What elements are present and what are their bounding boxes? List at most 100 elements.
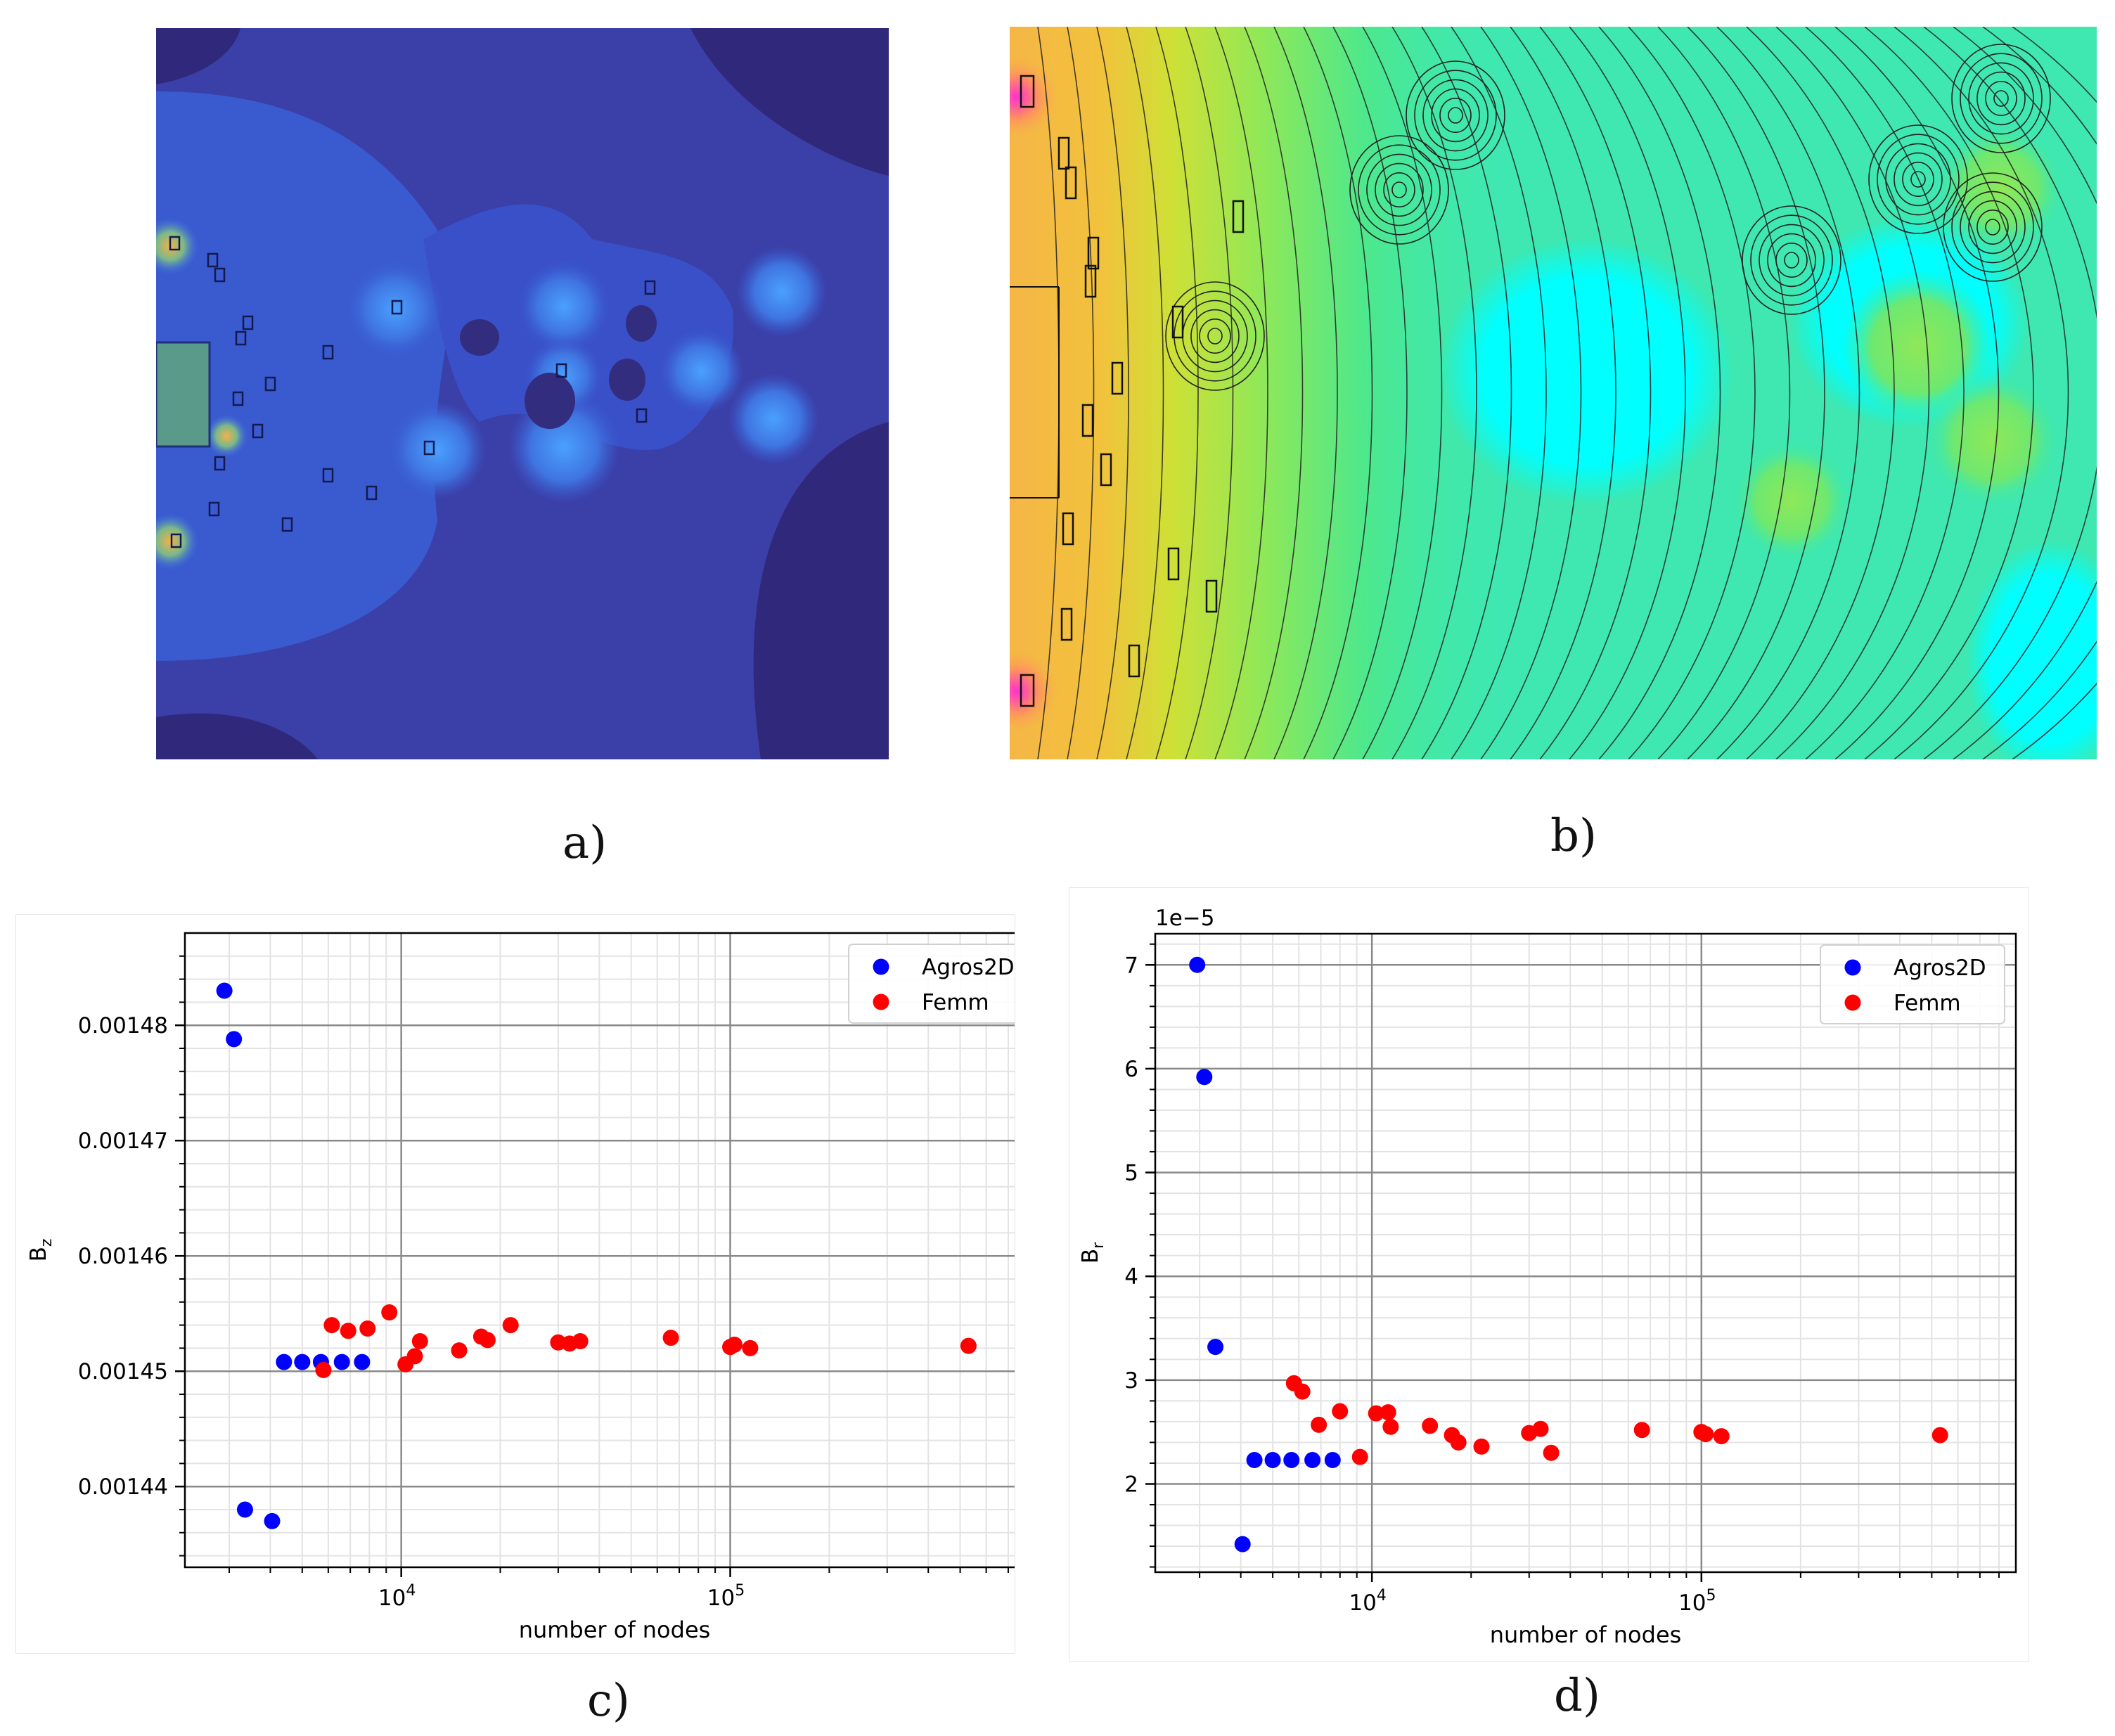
flux-ring <box>1943 172 2043 282</box>
flux-line <box>1303 27 1373 759</box>
data-point-femm <box>406 1348 423 1365</box>
legend-marker-agros2d <box>873 958 889 975</box>
flux-line <box>1480 27 1582 759</box>
data-point-agros2d <box>1189 956 1206 973</box>
data-point-femm <box>1311 1416 1328 1433</box>
chart-c: 0.00144 0.00145 0.00146 0.00147 0.00148 104 10… <box>15 914 1015 1654</box>
flux-line <box>1185 27 1234 759</box>
flux-line <box>1067 27 1095 759</box>
flux-line <box>1628 27 1756 759</box>
flux-lines <box>1037 27 2097 759</box>
flux-ring <box>1391 181 1407 198</box>
x-tick-label: 105 <box>707 1582 745 1611</box>
legend-marker-femm <box>873 994 889 1010</box>
y-tick-label: 0.00146 <box>78 1244 168 1269</box>
flux-ring <box>1759 224 1825 297</box>
caption-c: c) <box>587 1675 630 1727</box>
data-point-femm <box>323 1317 340 1334</box>
flux-line <box>1687 27 1825 759</box>
field-dark-spot <box>626 305 657 342</box>
plot-frame <box>184 932 1015 1569</box>
data-point-femm <box>1368 1405 1384 1422</box>
chart-d: 2 3 4 5 6 7 104 105 number of nodes Br 1e−5 Agros2D… <box>1069 887 2029 1662</box>
field-hot-spot <box>156 218 198 274</box>
flux-ring <box>1414 70 1497 161</box>
data-point-femm <box>1697 1426 1714 1443</box>
flux-ring <box>1742 205 1841 315</box>
field-blob <box>660 329 744 413</box>
flux-line <box>1096 27 1129 759</box>
field-hot-spot <box>156 513 198 570</box>
data-point-agros2d <box>1283 1452 1300 1469</box>
data-point-agros2d <box>1324 1452 1341 1469</box>
field-dark-spot <box>460 319 499 356</box>
flux-ring <box>1960 53 2043 144</box>
flux-ring <box>1767 233 1816 288</box>
data-point-agros2d <box>1304 1452 1321 1469</box>
flux-ring <box>1383 172 1415 208</box>
data-point-femm <box>1931 1427 1948 1444</box>
flux-line <box>1775 27 1930 759</box>
flux-ring <box>1985 219 2000 236</box>
y-offset-label: 1e−5 <box>1155 906 1215 931</box>
flux-ring <box>1910 171 1926 188</box>
flux-ring <box>1199 318 1231 354</box>
inner-region <box>156 341 211 448</box>
data-point-femm <box>1332 1403 1349 1420</box>
flux-ring <box>1406 60 1505 170</box>
flux-line <box>1716 27 1860 759</box>
flux-ring <box>1976 71 2026 126</box>
flux-ring <box>1968 200 2017 255</box>
data-point-agros2d <box>276 1354 292 1370</box>
flux-line <box>1332 27 1408 759</box>
flux-line <box>1510 27 1616 759</box>
caption-b: b) <box>1550 810 1597 862</box>
legend-label: Femm <box>1894 991 1961 1016</box>
data-point-femm <box>451 1342 468 1359</box>
flux-line <box>1598 27 1721 759</box>
y-axis-label: Bz <box>26 1239 56 1262</box>
x-tick-label: 104 <box>1349 1587 1386 1616</box>
data-point-femm <box>340 1323 356 1339</box>
flux-line <box>1746 27 1895 759</box>
flux-ring <box>1902 162 1934 198</box>
flux-ring <box>1439 98 1472 134</box>
flux-ring <box>1349 135 1449 245</box>
flux-line <box>1214 27 1268 759</box>
field-dark-region <box>753 422 889 759</box>
y-tick-label: 0.00144 <box>78 1474 168 1500</box>
flux-ring <box>1877 134 1960 225</box>
flux-line <box>1539 27 1652 759</box>
legend-label: Agros2D <box>1894 956 1986 981</box>
data-point-femm <box>1713 1428 1730 1445</box>
flux-line <box>1126 27 1164 759</box>
y-tick-label: 0.00147 <box>78 1129 168 1154</box>
data-point-agros2d <box>1234 1536 1251 1552</box>
field-dark-spot <box>525 373 575 429</box>
field-warm-zone <box>156 63 388 724</box>
field-blob <box>388 401 487 499</box>
x-tick-label: 104 <box>378 1582 416 1611</box>
coil-markers <box>169 236 656 548</box>
data-point-femm <box>1294 1383 1311 1400</box>
data-point-femm <box>411 1333 428 1350</box>
data-point-femm <box>1633 1422 1650 1439</box>
data-point-agros2d <box>236 1501 253 1518</box>
flux-rings <box>1165 44 2051 391</box>
flux-ring <box>1207 328 1223 345</box>
data-point-femm <box>1380 1404 1396 1421</box>
data-point-agros2d <box>354 1354 371 1370</box>
x-tick-label: 105 <box>1678 1587 1716 1616</box>
data-point-agros2d <box>1246 1452 1263 1469</box>
flux-ring <box>1976 209 2009 245</box>
flux-line <box>1273 27 1338 759</box>
data-point-femm <box>1351 1448 1368 1465</box>
y-tick-label: 0.00145 <box>78 1359 168 1384</box>
y-axis-label: Br <box>1078 1242 1107 1264</box>
plot-frame <box>1154 932 2017 1574</box>
y-tick-label: 4 <box>1124 1264 1138 1290</box>
data-point-femm <box>960 1337 977 1354</box>
flux-line <box>1244 27 1304 759</box>
flux-ring <box>1868 124 1968 234</box>
flux-line <box>1894 27 2069 759</box>
